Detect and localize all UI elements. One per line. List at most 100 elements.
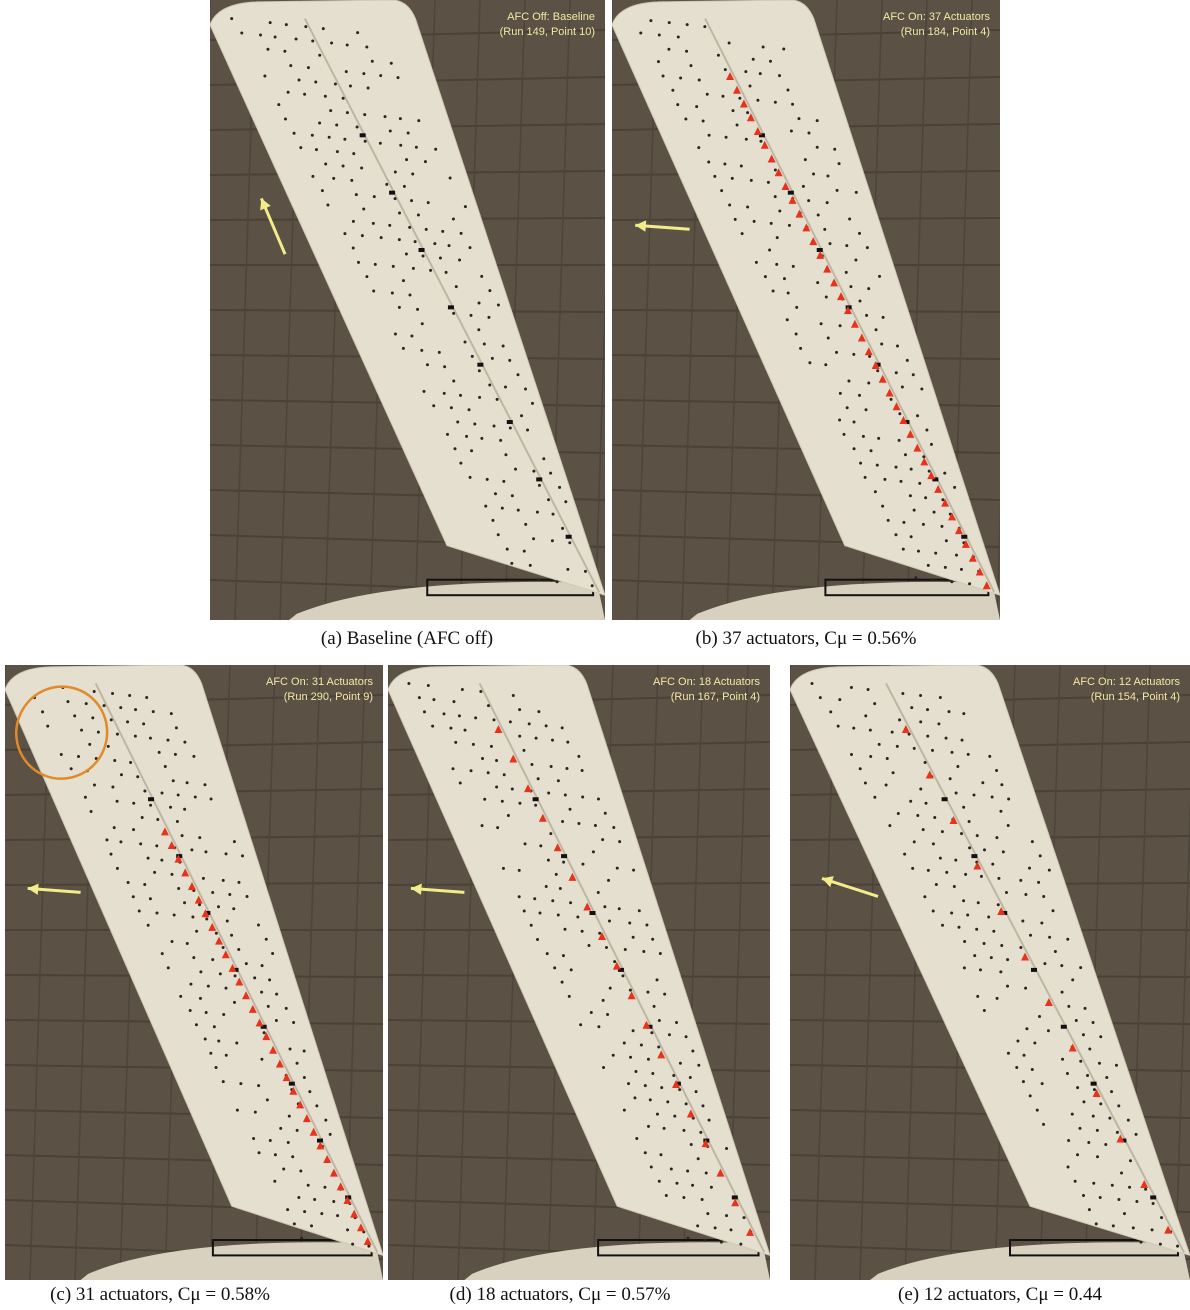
pressure-tap [934,551,938,555]
pressure-tap [808,361,812,365]
pressure-tap [520,414,524,418]
pressure-tap [1120,1171,1124,1175]
actuator [920,457,929,466]
actuator [627,991,636,1000]
pressure-tap [286,90,290,94]
pressure-tap [528,563,532,567]
pressure-tap [634,1069,638,1073]
pressure-tap [650,1031,654,1035]
pressure-tap [345,43,349,47]
pressure-tap [581,862,585,866]
actuator [1044,998,1053,1007]
pressure-tap [310,133,314,137]
pressure-tap [89,809,93,813]
pressure-tap [742,1216,746,1220]
pressure-tap [346,1228,350,1232]
pressure-tap [149,803,153,807]
pressure-tap [916,414,920,418]
photo-panel: AFC On: 31 Actuators (Run 290, Point 9) [0,664,411,1307]
pressure-tap [1104,1143,1108,1147]
pressure-tap [264,937,268,941]
pressure-tap [700,1197,704,1201]
pressure-tap [442,712,446,716]
pressure-tap [999,970,1003,974]
pressure-tap [66,700,70,704]
pressure-tap [471,742,475,746]
pressure-tap [279,1126,283,1130]
pressure-tap [489,744,493,748]
pressure-tap [580,929,584,933]
pressure-tap [953,485,957,489]
actuator [731,1198,740,1207]
flow-arrow-head [410,883,422,895]
hinge-fitting [961,534,968,539]
pressure-tap [454,740,458,744]
actuator [657,1050,666,1059]
pressure-tap [522,549,526,553]
pressure-tap [156,817,160,821]
pressure-tap [480,824,484,828]
actuator [194,895,203,904]
caption: (a) Baseline (AFC off) [320,628,494,649]
pressure-tap [268,21,272,25]
pressure-tap [371,221,375,225]
pressure-tap [1024,986,1028,990]
pressure-tap [632,868,636,872]
hinge-fitting [418,248,425,252]
pressure-tap [292,1222,296,1226]
pressure-tap [662,1126,666,1130]
pressure-tap [80,728,84,732]
actuator [255,1018,264,1027]
pressure-tap [378,141,382,145]
pressure-tap [967,819,971,823]
pressure-tap [603,905,607,909]
pressure-tap [558,887,562,891]
pressure-tap [646,1057,650,1061]
hinge-fitting [260,1024,267,1029]
pressure-tap [160,858,164,862]
pressure-tap [954,791,958,795]
pressure-tap [320,1212,324,1216]
pressure-tap [306,66,310,70]
pressure-tap [463,728,467,732]
pressure-tap [678,1088,682,1092]
pressure-tap [962,712,966,716]
pressure-tap [143,883,147,887]
pressure-tap [396,76,400,80]
pressure-tap [299,146,303,150]
pressure-tap [401,279,405,283]
pressure-tap [1091,1021,1095,1025]
overlay-text: AFC On: 18 Actuators [653,676,760,688]
pressure-tap [775,236,779,240]
pressure-tap [1065,1071,1069,1075]
pressure-tap [295,1061,299,1065]
pressure-tap [639,1043,643,1047]
pressure-tap [560,726,564,730]
actuator [524,784,533,793]
actuator [823,264,832,273]
pressure-tap [518,801,522,805]
pressure-tap [819,322,823,326]
pressure-tap [336,1214,340,1218]
pressure-tap [488,383,492,387]
pressure-tap [398,211,402,215]
pressure-tap [493,492,497,496]
pressure-tap [240,854,244,858]
pressure-tap [1029,933,1033,937]
pressure-tap [786,88,790,92]
pressure-tap [852,726,856,730]
pressure-tap [989,956,993,960]
pressure-tap [530,763,534,767]
pressure-tap [682,1195,686,1199]
pressure-tap [968,846,972,850]
pressure-tap [751,57,755,61]
actuator [975,567,984,576]
pressure-tap [459,393,463,397]
pressure-tap [284,1006,288,1010]
pressure-tap [997,876,1001,880]
pressure-tap [1015,1065,1019,1069]
actuator [726,71,735,80]
pressure-tap [370,59,374,63]
pressure-tap [448,176,452,180]
pressure-tap [868,728,872,732]
